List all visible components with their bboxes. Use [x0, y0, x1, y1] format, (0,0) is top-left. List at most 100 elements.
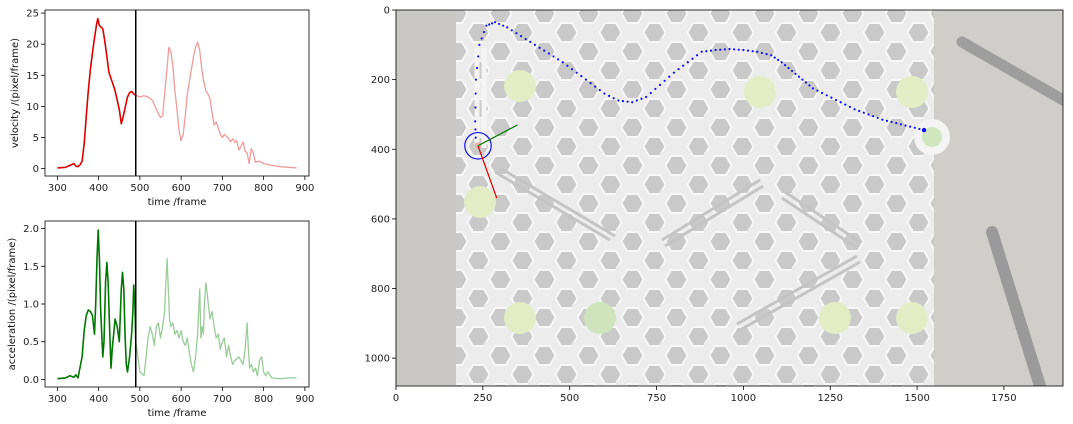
trajectory-point [862, 111, 865, 114]
velocity-y-tick-label: 25 [26, 9, 39, 20]
trajectory-point [612, 97, 615, 100]
trajectory-point [672, 71, 676, 74]
trajectory-point [561, 61, 564, 64]
trajectory-point [474, 136, 477, 139]
trajectory-point [728, 47, 731, 51]
trajectory-point [482, 30, 486, 34]
green-tile [896, 302, 928, 334]
trajectory-image-chart: 0 250 500 750 1000 1250 1500 1750 0 200 400 600 800… [365, 6, 1064, 404]
velocity-y-tick-label: 5 [33, 133, 39, 144]
trajectory-point [804, 81, 808, 84]
trajectory-point [737, 48, 740, 51]
trajectory-point [552, 55, 555, 58]
trajectory-point [580, 75, 583, 78]
trajectory-point [777, 58, 780, 62]
trajectory-point [760, 51, 764, 55]
camera-image [396, 10, 1063, 386]
robot-arm-lower [986, 226, 1046, 386]
velocity-x-tick-label: 400 [89, 183, 108, 194]
trajectory-point [825, 94, 828, 97]
image-y-tick-label: 0 [384, 6, 390, 17]
trajectory-point [497, 22, 501, 26]
trajectory-point [746, 49, 750, 52]
image-y-ticks: 0 200 400 600 800 1000 [365, 6, 396, 365]
image-x-tick-label: 1500 [904, 393, 929, 404]
image-x-tick-label: 0 [393, 393, 399, 404]
trajectory-point [658, 83, 662, 86]
trajectory-point [705, 50, 708, 53]
image-x-ticks: 0 250 500 750 1000 1250 1500 1750 [393, 386, 1017, 404]
trajectory-point [885, 119, 889, 122]
marble-track-rail [494, 166, 616, 242]
velocity-vector [477, 145, 498, 199]
trajectory-point [635, 99, 638, 102]
trajectory-point [663, 79, 666, 82]
trajectory-point [801, 78, 804, 81]
trajectory-point [474, 106, 477, 109]
right-table-area [934, 10, 1063, 386]
trajectory-point [858, 109, 861, 113]
image-plot-frame [395, 9, 1064, 387]
trajectory-point [598, 88, 601, 92]
trajectory-point [529, 40, 532, 44]
trajectory-point [640, 97, 643, 100]
green-tile [896, 76, 928, 108]
image-x-tick-label: 1000 [731, 393, 756, 404]
acceleration-x-tick-label: 600 [172, 394, 191, 405]
image-x-tick-label: 500 [560, 393, 579, 404]
trajectory-point [478, 43, 481, 46]
trajectory-point [918, 127, 921, 131]
green-tile [744, 76, 776, 108]
trajectory-point [904, 124, 907, 127]
acceleration-series-future [135, 258, 297, 380]
trajectory-point [519, 35, 523, 38]
trajectory-point [765, 52, 768, 56]
trajectory-point [881, 118, 884, 121]
acceleration-x-tick-label: 500 [130, 394, 149, 405]
velocity-y-tick-label: 15 [26, 71, 39, 82]
trajectory-point [821, 91, 824, 95]
green-tile [464, 186, 496, 218]
acceleration-x-tick-label: 700 [213, 394, 232, 405]
velocity-x-axis-label: time /frame [148, 197, 207, 208]
trajectory-point [631, 101, 634, 104]
trajectory-point [691, 57, 694, 60]
trajectory-point [808, 84, 811, 87]
acceleration-plot-frame [44, 220, 310, 388]
acceleration-x-tick-label: 400 [89, 394, 108, 405]
trajectory-point [485, 24, 488, 27]
trajectory-end-point [921, 127, 927, 133]
acceleration-y-axis-label: acceleration /(pixel/frame) [7, 238, 18, 371]
trajectory-point [770, 54, 773, 57]
trajectory-point [780, 61, 783, 64]
acceleration-series-past [57, 229, 137, 380]
image-y-tick-label: 600 [371, 214, 390, 225]
trajectory-point [816, 89, 819, 92]
trajectory-point [682, 64, 685, 67]
trajectory-overlay [464, 21, 927, 199]
green-tile [819, 302, 851, 334]
image-x-tick-label: 1750 [991, 393, 1016, 404]
trajectory-point [502, 24, 505, 27]
trajectory-point [654, 87, 657, 91]
acceleration-y-tick-label: 0.0 [23, 375, 39, 386]
trajectory-point [723, 48, 726, 51]
trajectory-point [853, 108, 856, 111]
trajectory-point [783, 64, 787, 67]
image-y-tick-label: 1000 [365, 354, 390, 365]
marble-track-rail [781, 190, 861, 250]
acceleration-x-axis-label: time /frame [148, 408, 207, 419]
trajectory-point [733, 48, 736, 51]
trajectory-point [474, 128, 477, 131]
trajectory-point [848, 105, 852, 109]
trajectory-point [709, 49, 713, 52]
acceleration-x-ticks: 300 400 500 600 700 800 900 [48, 387, 314, 405]
trajectory-point [790, 69, 794, 73]
trajectory-point [474, 78, 478, 81]
trajectory-point [686, 61, 689, 64]
velocity-series [57, 17, 297, 169]
hex-board [456, 10, 934, 386]
trajectory-point [787, 66, 790, 70]
image-y-tick-label: 400 [371, 145, 390, 156]
